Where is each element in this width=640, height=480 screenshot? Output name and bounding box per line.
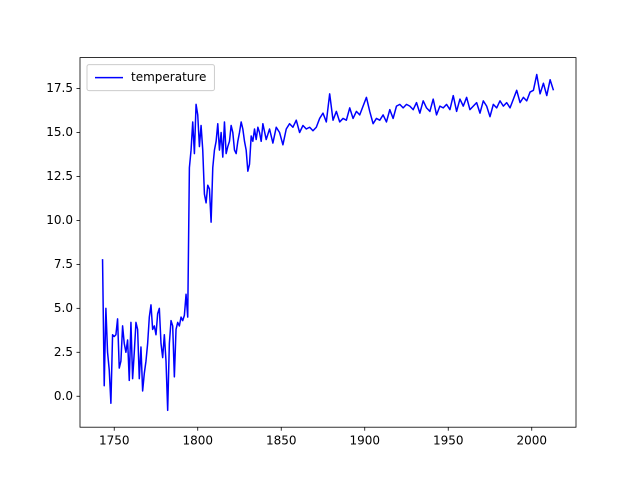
legend-label: temperature — [131, 70, 206, 84]
x-tick-label: 2000 — [516, 434, 547, 448]
y-tick-label: 2.5 — [54, 345, 73, 359]
y-tick-label: 0.0 — [54, 389, 73, 403]
legend-box — [86, 64, 215, 92]
x-tick-label: 1800 — [182, 434, 213, 448]
y-tick-label: 7.5 — [54, 257, 73, 271]
y-tick-label: 17.5 — [46, 81, 73, 95]
y-tick-label: 12.5 — [46, 169, 73, 183]
axes-frame — [79, 57, 577, 428]
line — [101, 73, 555, 412]
y-tick-label: 15.0 — [46, 125, 73, 139]
x-tick-label: 1850 — [266, 434, 297, 448]
x-tick-label: 1950 — [433, 434, 464, 448]
x-tick-label: 1750 — [99, 434, 130, 448]
y-tick-label: 10.0 — [46, 213, 73, 227]
x-tick-label: 1900 — [349, 434, 380, 448]
y-tick-label: 5.0 — [54, 301, 73, 315]
